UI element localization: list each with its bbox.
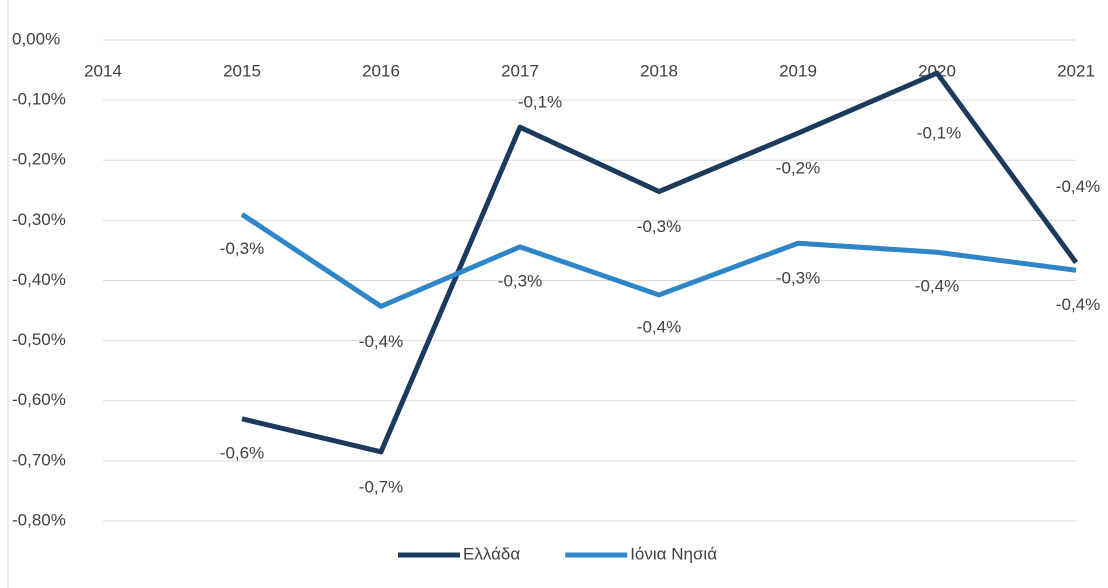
data-label: -0,4% (359, 332, 403, 351)
y-tick-label: -0,40% (12, 270, 66, 289)
x-tick-label: 2016 (362, 61, 400, 80)
x-tick-label: 2019 (779, 61, 817, 80)
data-label: -0,2% (776, 159, 820, 178)
data-label: -0,3% (220, 239, 264, 258)
data-label: -0,4% (637, 317, 681, 336)
x-tick-label: 2017 (501, 61, 539, 80)
y-tick-label: -0,80% (12, 510, 66, 529)
data-label: -0,4% (1056, 177, 1100, 196)
data-label: -0,4% (1056, 295, 1100, 314)
x-tick-label: 2021 (1057, 61, 1095, 80)
series-line (240, 212, 1077, 309)
y-tick-label: -0,70% (12, 450, 66, 469)
data-label: -0,1% (518, 93, 562, 112)
data-label: -0,6% (220, 443, 264, 462)
data-label: -0,3% (776, 269, 820, 288)
data-label: -0,3% (637, 217, 681, 236)
data-label: -0,4% (915, 277, 959, 296)
y-tick-label: -0,10% (12, 90, 66, 109)
data-label: -0,7% (359, 477, 403, 496)
y-tick-label: -0,50% (12, 330, 66, 349)
y-tick-label: 0,00% (12, 29, 60, 48)
data-label: -0,1% (917, 124, 961, 143)
x-tick-label: 2018 (640, 61, 678, 80)
x-tick-label: 2014 (84, 61, 122, 80)
series-line (241, 70, 1079, 455)
legend-label: Ιόνια Νησιά (630, 544, 717, 563)
data-label: -0,3% (498, 271, 542, 290)
y-tick-label: -0,60% (12, 390, 66, 409)
y-tick-label: -0,20% (12, 150, 66, 169)
legend-label: Ελλάδα (463, 544, 520, 563)
y-tick-label: -0,30% (12, 210, 66, 229)
x-tick-label: 2015 (223, 61, 261, 80)
